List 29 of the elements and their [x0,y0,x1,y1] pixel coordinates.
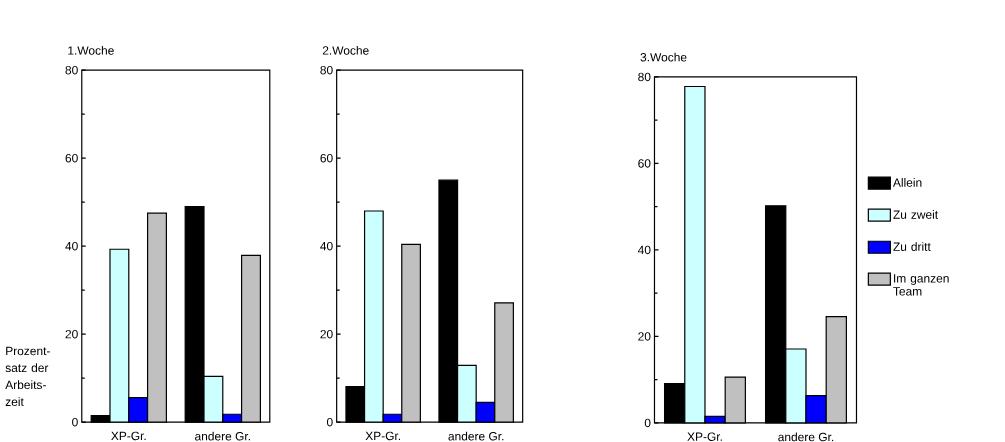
legend-label: Zu dritt [893,242,931,251]
x-tick-label: andere Gr. [778,432,834,442]
y-tick-label: 0 [72,417,78,427]
y-tick-label: 20 [320,329,333,339]
x-tick-label: XP-Gr. [687,432,722,441]
y-tick-label: 0 [644,418,651,428]
y-tick-label: 80 [65,65,78,75]
legend-label: Allein [892,178,922,187]
y-tick-label: 20 [65,329,78,339]
y-tick-label: 40 [637,245,651,255]
y-tick-label: 20 [638,332,651,341]
chart-title: 2.Woche [322,45,369,55]
x-tick-label: andere Gr. [195,431,250,441]
y-tick-label: 60 [320,153,333,163]
legend-label: Im ganzen Team [893,274,949,296]
y-tick-label: 40 [320,241,333,251]
y-tick-label: 80 [320,65,333,75]
chart-title: 1.Woche [68,45,114,55]
y-tick-label: 60 [638,159,651,168]
x-tick-label: XP-Gr. [111,431,146,441]
legend-label: Zu zweit [893,210,939,219]
y-tick-label: 0 [326,417,333,427]
x-tick-label: XP-Gr. [365,431,401,441]
y-axis-title: Prozent- satz der Arbeits- zeit [5,346,50,406]
y-tick-label: 80 [638,72,651,82]
y-tick-label: 40 [65,241,78,251]
chart-title: 3.Woche [640,52,687,62]
x-tick-label: andere Gr. [448,431,504,441]
y-tick-label: 60 [65,153,78,163]
